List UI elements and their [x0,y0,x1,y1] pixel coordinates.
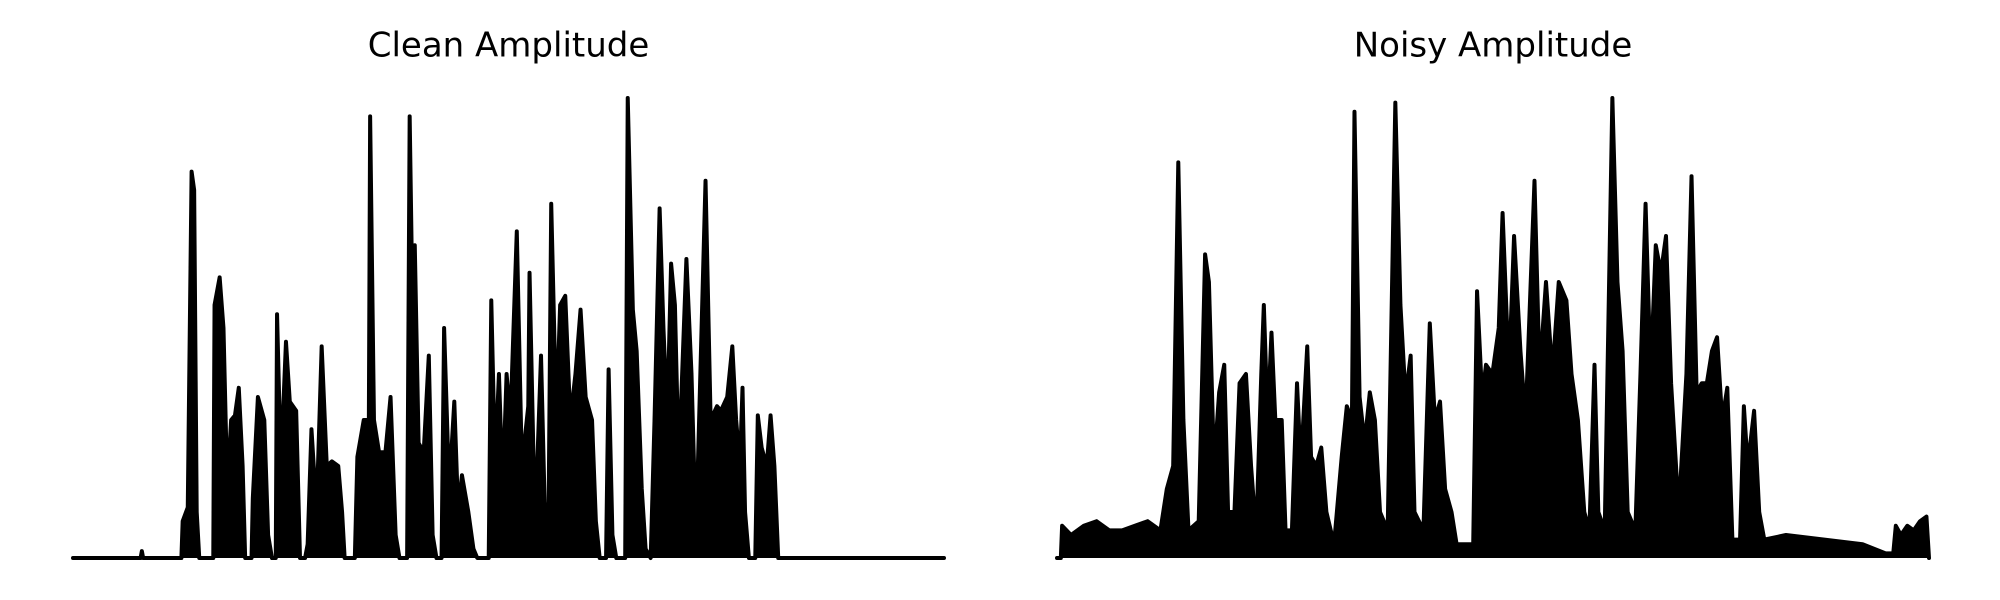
chart-title: Noisy Amplitude [1354,26,1633,66]
amplitude-envelope [71,96,946,560]
amplitude-envelope [1055,96,1931,560]
subplot: Noisy Amplitude [1055,26,1931,560]
chart-title: Clean Amplitude [368,26,650,66]
subplot: Clean Amplitude [71,26,946,560]
